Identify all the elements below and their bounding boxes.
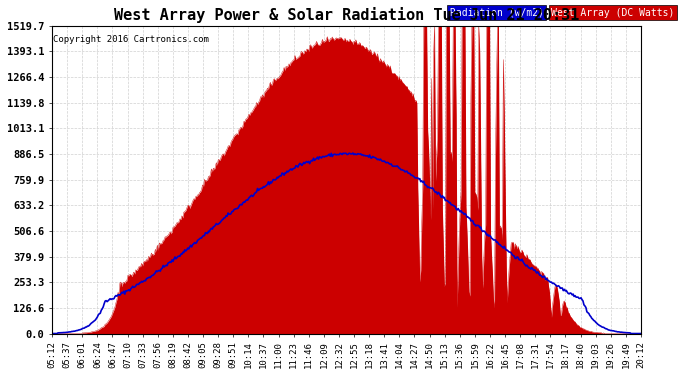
Text: Copyright 2016 Cartronics.com: Copyright 2016 Cartronics.com: [52, 35, 208, 44]
Text: Radiation (w/m2): Radiation (w/m2): [450, 8, 544, 18]
Text: West Array (DC Watts): West Array (DC Watts): [551, 8, 675, 18]
Title: West Array Power & Solar Radiation Tue Jun 21 20:31: West Array Power & Solar Radiation Tue J…: [114, 7, 579, 23]
